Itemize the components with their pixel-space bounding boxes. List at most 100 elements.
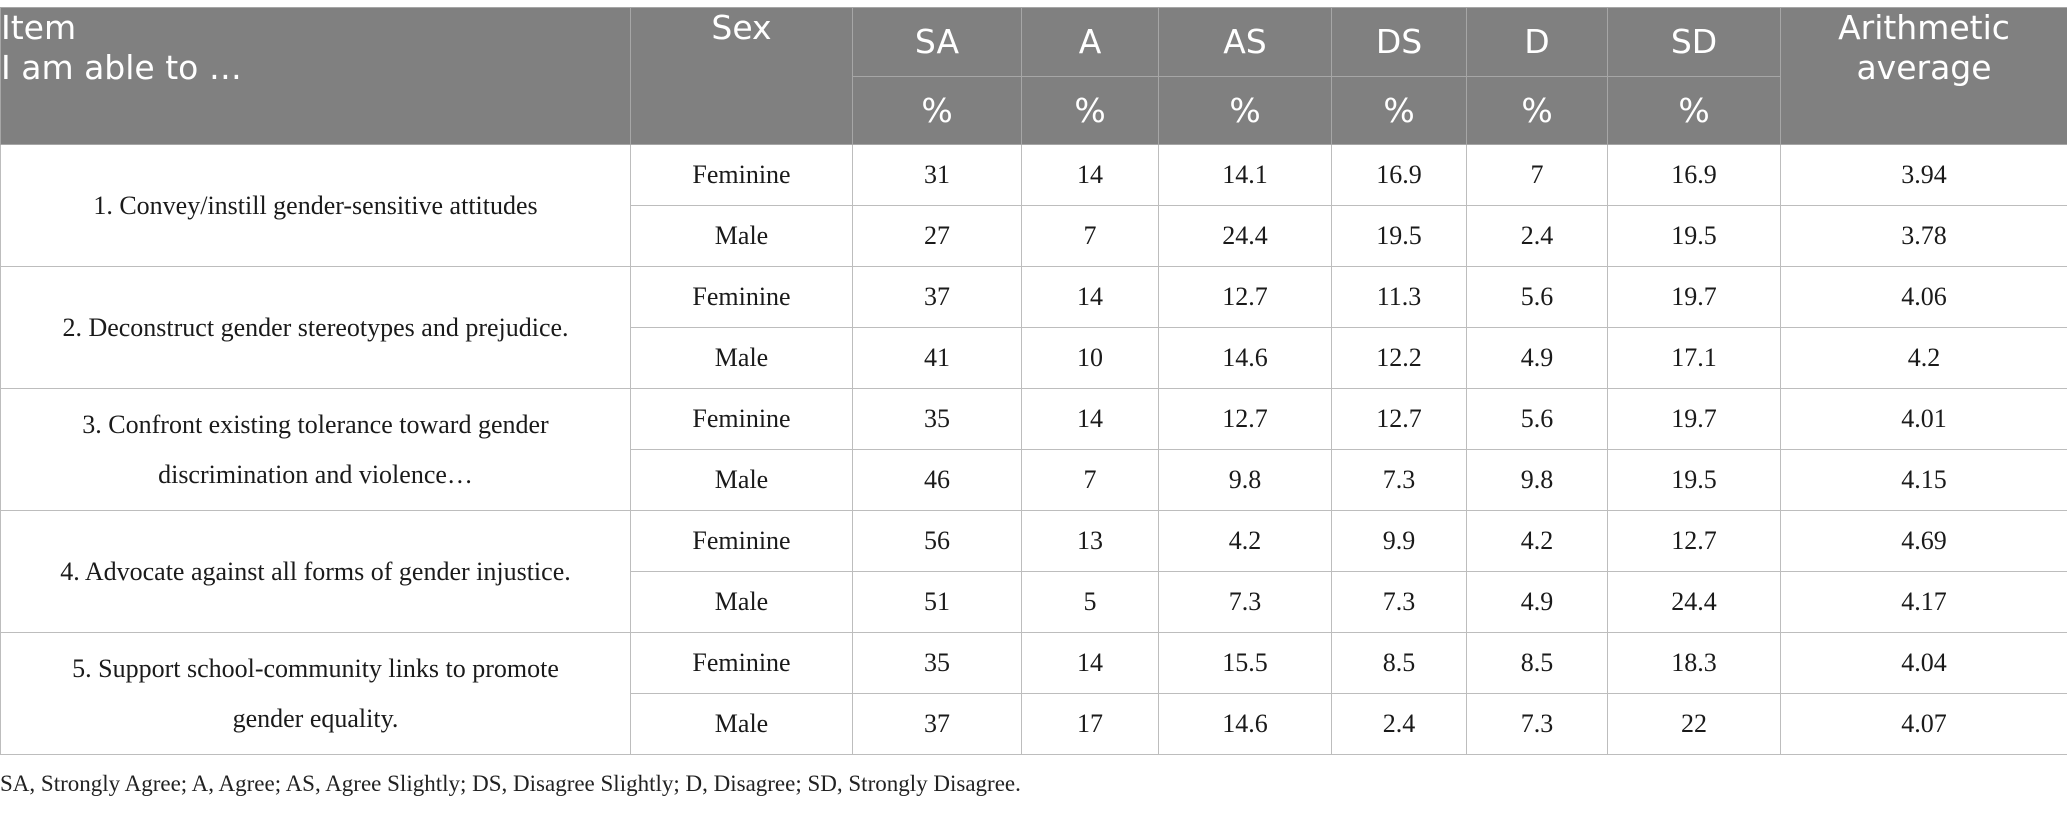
average-value-cell: 4.04 bbox=[1780, 632, 2067, 694]
percent-value-cell: 2.4 bbox=[1331, 693, 1467, 755]
percent-value-cell: 9.8 bbox=[1158, 449, 1332, 511]
average-value-cell: 4.15 bbox=[1780, 449, 2067, 511]
percent-value-cell: 19.5 bbox=[1331, 205, 1467, 267]
percent-value-cell: 4.2 bbox=[1158, 510, 1332, 572]
d-column-header: D bbox=[1466, 7, 1608, 77]
percent-value-cell: 7.3 bbox=[1158, 571, 1332, 633]
percent-value-cell: 16.9 bbox=[1331, 144, 1467, 206]
percent-value-cell: 7 bbox=[1021, 205, 1159, 267]
percent-value-cell: 8.5 bbox=[1331, 632, 1467, 694]
sex-cell: Feminine bbox=[630, 632, 853, 694]
sex-cell: Feminine bbox=[630, 266, 853, 328]
table-row: 5. Support school-community links to pro… bbox=[0, 632, 2067, 755]
sex-cell: Feminine bbox=[630, 510, 853, 572]
percent-value-cell: 5 bbox=[1021, 571, 1159, 633]
item-statement-text: 2. Deconstruct gender stereotypes and pr… bbox=[62, 312, 569, 342]
average-value-cell: 4.01 bbox=[1780, 388, 2067, 450]
item-column-header: Item I am able to … bbox=[0, 7, 631, 145]
percent-value-cell: 2.4 bbox=[1466, 205, 1608, 267]
table-row: Male 51 5 7.3 7.3 4.9 24.4 4.17 bbox=[1, 571, 2067, 633]
item-statement-text: gender equality. bbox=[232, 703, 399, 733]
percent-value-cell: 5.6 bbox=[1466, 266, 1608, 328]
percent-value-cell: 16.9 bbox=[1607, 144, 1781, 206]
item-statement-cell: 1. Convey/instill gender-sensitive attit… bbox=[0, 144, 631, 267]
item-statement-text: 3. Confront existing tolerance toward ge… bbox=[82, 409, 549, 439]
percent-value-cell: 7.3 bbox=[1331, 449, 1467, 511]
percent-value-cell: 7.3 bbox=[1466, 693, 1608, 755]
percent-value-cell: 56 bbox=[852, 510, 1022, 572]
item-statement-text: 5. Support school-community links to pro… bbox=[72, 653, 559, 683]
percent-unit-header: % bbox=[1158, 76, 1332, 145]
table-row: 2. Deconstruct gender stereotypes and pr… bbox=[0, 266, 2067, 389]
percent-value-cell: 13 bbox=[1021, 510, 1159, 572]
percent-value-cell: 37 bbox=[852, 693, 1022, 755]
percent-value-cell: 35 bbox=[852, 388, 1022, 450]
percent-value-cell: 19.5 bbox=[1607, 205, 1781, 267]
item-statement-cell: 5. Support school-community links to pro… bbox=[0, 632, 631, 755]
table-header: Item I am able to … Sex SA A AS DS D SD … bbox=[0, 7, 2067, 145]
percent-value-cell: 37 bbox=[852, 266, 1022, 328]
average-value-cell: 4.17 bbox=[1780, 571, 2067, 633]
average-value-cell: 4.06 bbox=[1780, 266, 2067, 328]
percent-value-cell: 9.8 bbox=[1466, 449, 1608, 511]
item-statement-text: 4. Advocate against all forms of gender … bbox=[60, 556, 571, 586]
percent-value-cell: 4.2 bbox=[1466, 510, 1608, 572]
percent-value-cell: 51 bbox=[852, 571, 1022, 633]
percent-value-cell: 24.4 bbox=[1607, 571, 1781, 633]
percent-value-cell: 9.9 bbox=[1331, 510, 1467, 572]
sex-cell: Male bbox=[630, 205, 853, 267]
sa-column-header: SA bbox=[852, 7, 1022, 77]
sex-column-header: Sex bbox=[630, 7, 853, 145]
average-header-line1: Arithmetic bbox=[1838, 8, 2010, 47]
percent-value-cell: 24.4 bbox=[1158, 205, 1332, 267]
table-body: 1. Convey/instill gender-sensitive attit… bbox=[0, 144, 2067, 755]
percent-value-cell: 12.7 bbox=[1158, 266, 1332, 328]
average-value-cell: 3.94 bbox=[1780, 144, 2067, 206]
item-header-title: Item bbox=[1, 8, 77, 47]
average-value-cell: 4.69 bbox=[1780, 510, 2067, 572]
percent-value-cell: 10 bbox=[1021, 327, 1159, 389]
sex-cell: Male bbox=[630, 327, 853, 389]
header-row: Item I am able to … Sex SA A AS DS D SD … bbox=[0, 7, 2067, 145]
sd-column-header: SD bbox=[1607, 7, 1781, 77]
percent-value-cell: 7 bbox=[1466, 144, 1608, 206]
percent-value-cell: 19.5 bbox=[1607, 449, 1781, 511]
percent-value-cell: 12.7 bbox=[1331, 388, 1467, 450]
percent-value-cell: 5.6 bbox=[1466, 388, 1608, 450]
percent-value-cell: 35 bbox=[852, 632, 1022, 694]
percent-unit-header: % bbox=[1021, 76, 1159, 145]
percent-value-cell: 27 bbox=[852, 205, 1022, 267]
percent-value-cell: 14 bbox=[1021, 144, 1159, 206]
average-value-cell: 4.2 bbox=[1780, 327, 2067, 389]
percent-unit-header: % bbox=[1331, 76, 1467, 145]
percent-unit-header: % bbox=[852, 76, 1022, 145]
percent-value-cell: 19.7 bbox=[1607, 388, 1781, 450]
table-row: 1. Convey/instill gender-sensitive attit… bbox=[0, 144, 2067, 267]
average-header-line2: average bbox=[1856, 48, 1992, 87]
item-statement-text: discrimination and violence… bbox=[158, 459, 473, 489]
percent-value-cell: 22 bbox=[1607, 693, 1781, 755]
table-row: Male 46 7 9.8 7.3 9.8 19.5 4.15 bbox=[1, 449, 2067, 511]
percent-value-cell: 17 bbox=[1021, 693, 1159, 755]
percent-value-cell: 12.7 bbox=[1607, 510, 1781, 572]
item-statement-text: 1. Convey/instill gender-sensitive attit… bbox=[93, 190, 538, 220]
percent-value-cell: 7.3 bbox=[1331, 571, 1467, 633]
survey-results-table: Item I am able to … Sex SA A AS DS D SD … bbox=[0, 7, 2067, 755]
sex-cell: Feminine bbox=[630, 388, 853, 450]
sex-cell: Male bbox=[630, 571, 853, 633]
percent-value-cell: 14.6 bbox=[1158, 693, 1332, 755]
percent-header-row: % % % % % % bbox=[1, 76, 2067, 145]
table-row: 3. Confront existing tolerance toward ge… bbox=[0, 388, 2067, 511]
sex-cell: Male bbox=[630, 693, 853, 755]
item-statement-cell: 3. Confront existing tolerance toward ge… bbox=[0, 388, 631, 511]
average-value-cell: 4.07 bbox=[1780, 693, 2067, 755]
percent-value-cell: 14 bbox=[1021, 266, 1159, 328]
percent-value-cell: 14.1 bbox=[1158, 144, 1332, 206]
item-header-subtitle: I am able to … bbox=[1, 48, 242, 87]
percent-value-cell: 31 bbox=[852, 144, 1022, 206]
percent-unit-header: % bbox=[1466, 76, 1608, 145]
table-row: Male 37 17 14.6 2.4 7.3 22 4.07 bbox=[1, 693, 2067, 755]
percent-value-cell: 11.3 bbox=[1331, 266, 1467, 328]
abbreviation-footnote: SA, Strongly Agree; A, Agree; AS, Agree … bbox=[0, 771, 1021, 796]
percent-value-cell: 4.9 bbox=[1466, 571, 1608, 633]
